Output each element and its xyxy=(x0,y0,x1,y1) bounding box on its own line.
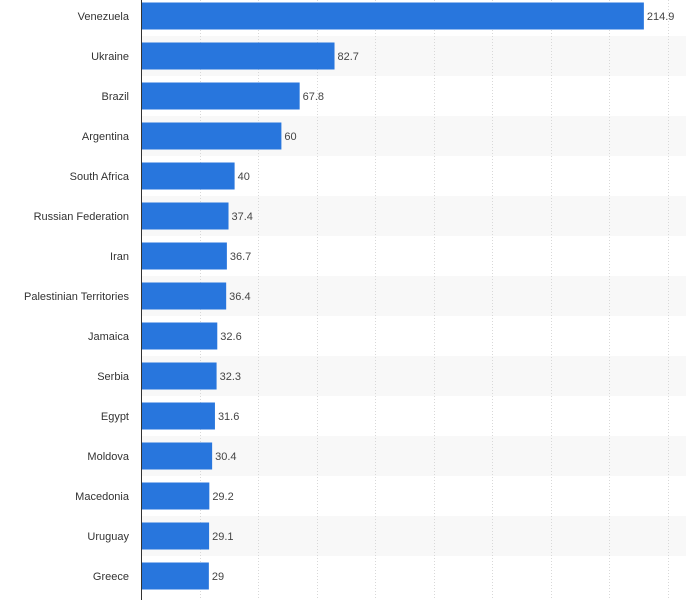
category-label: Greece xyxy=(93,571,129,583)
category-label: Jamaica xyxy=(88,331,130,343)
row-band xyxy=(141,356,686,396)
value-label: 32.6 xyxy=(220,331,241,343)
category-label: Argentina xyxy=(82,131,130,143)
bar xyxy=(141,322,218,350)
bar xyxy=(141,2,644,30)
bar xyxy=(141,282,227,310)
category-label: Ukraine xyxy=(91,51,129,63)
category-label: Brazil xyxy=(101,91,129,103)
category-label: Egypt xyxy=(101,411,129,423)
bar xyxy=(141,522,210,550)
bar xyxy=(141,402,215,430)
value-label: 60 xyxy=(284,131,296,143)
category-label: Venezuela xyxy=(78,11,130,23)
category-label: Macedonia xyxy=(75,491,130,503)
category-label: Serbia xyxy=(97,371,130,383)
category-label: Moldova xyxy=(87,451,129,463)
value-label: 29.1 xyxy=(212,531,233,543)
category-label: Palestinian Territories xyxy=(24,291,129,303)
bar xyxy=(141,242,227,270)
value-label: 36.7 xyxy=(230,251,251,263)
bar xyxy=(141,482,210,510)
row-band xyxy=(141,436,686,476)
value-label: 29.2 xyxy=(212,491,233,503)
value-label: 30.4 xyxy=(215,451,236,463)
category-label: South Africa xyxy=(70,171,130,183)
row-band xyxy=(141,276,686,316)
value-label: 36.4 xyxy=(229,291,250,303)
bar xyxy=(141,442,213,470)
value-label: 29 xyxy=(212,571,224,583)
category-label: Uruguay xyxy=(87,531,129,543)
bar xyxy=(141,362,217,390)
value-label: 214.9 xyxy=(647,11,675,23)
bar xyxy=(141,122,282,150)
value-label: 82.7 xyxy=(338,51,359,63)
bar xyxy=(141,202,229,230)
bar xyxy=(141,162,235,190)
category-label: Iran xyxy=(110,251,129,263)
value-label: 37.4 xyxy=(232,211,253,223)
category-label: Russian Federation xyxy=(34,211,129,223)
bar xyxy=(141,82,300,110)
bar xyxy=(141,42,335,70)
value-label: 40 xyxy=(238,171,250,183)
row-band xyxy=(141,516,686,556)
value-label: 67.8 xyxy=(303,91,324,103)
value-label: 32.3 xyxy=(220,371,241,383)
row-band xyxy=(141,196,686,236)
bar xyxy=(141,562,209,590)
value-label: 31.6 xyxy=(218,411,239,423)
